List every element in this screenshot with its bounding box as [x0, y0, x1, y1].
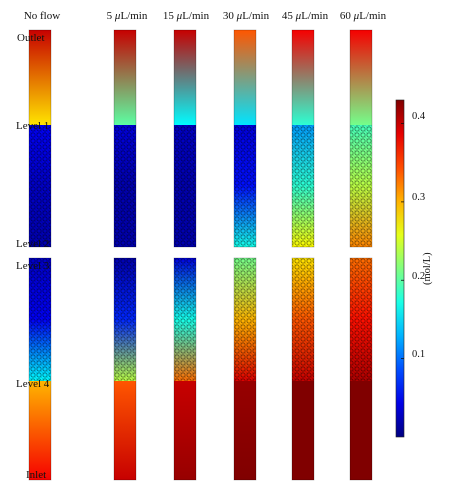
column-outline-bottom [113, 257, 137, 481]
outlet-segment [292, 30, 314, 125]
header-5-ul-min: 5 μL/min [106, 10, 148, 22]
colorbar [395, 99, 405, 438]
label-level-4: Level 4 [16, 378, 50, 390]
inlet-segment [292, 381, 314, 480]
column-0 [28, 29, 52, 481]
column-outline-top [291, 29, 315, 248]
column-5 [349, 29, 373, 481]
bead-texture-lower [114, 258, 136, 381]
bead-texture-upper [29, 125, 51, 247]
colorbar-unit-label: (mol/L) [422, 252, 433, 285]
bead-texture-lower [350, 258, 372, 381]
bead-texture-upper [234, 125, 256, 247]
bead-texture-lower [174, 258, 196, 381]
header-no-flow: No flow [23, 10, 61, 22]
outlet-segment [114, 30, 136, 125]
inlet-segment [174, 381, 196, 480]
bead-texture-lower [234, 258, 256, 381]
colorbar-tick-0-3: 0.3 [412, 192, 426, 203]
column-outline-top [113, 29, 137, 248]
column-2 [173, 29, 197, 481]
column-4 [291, 29, 315, 481]
column-outline-top [173, 29, 197, 248]
label-level-2: Level 2 [16, 238, 50, 250]
column-outline-bottom [349, 257, 373, 481]
header-15-ul-min: 15 μL/min [162, 10, 210, 22]
label-inlet: Inlet [26, 469, 47, 481]
bead-texture-lower [29, 258, 51, 381]
header-30-ul-min: 30 μL/min [222, 10, 270, 22]
outlet-segment [29, 30, 51, 125]
outlet-segment [234, 30, 256, 125]
bead-texture-upper [114, 125, 136, 247]
column-1 [113, 29, 137, 481]
header-45-ul-min: 45 μL/min [281, 10, 329, 22]
column-outline-bottom [28, 257, 52, 481]
inlet-segment [350, 381, 372, 480]
outlet-segment [174, 30, 196, 125]
label-level-3: Level 3 [16, 260, 50, 272]
bead-texture-lower [292, 258, 314, 381]
column-3 [233, 29, 257, 481]
colorbar-tick-0-4: 0.4 [412, 111, 426, 122]
column-outline-bottom [173, 257, 197, 481]
column-outline-bottom [291, 257, 315, 481]
colorbar-tick-0-1: 0.1 [412, 349, 426, 360]
label-level-1: Level 1 [16, 120, 50, 132]
inlet-segment [114, 381, 136, 480]
outlet-segment [350, 30, 372, 125]
header-60-ul-min: 60 μL/min [339, 10, 387, 22]
bead-texture-upper [292, 125, 314, 247]
colorbar-tick-0-2: 0.2 [412, 271, 426, 282]
inlet-segment [234, 381, 256, 480]
column-outline-top [233, 29, 257, 248]
bead-texture-upper [174, 125, 196, 247]
inlet-segment [29, 381, 51, 480]
label-outlet: Outlet [17, 32, 45, 44]
column-outline-bottom [233, 257, 257, 481]
column-outline-top [349, 29, 373, 248]
bead-texture-upper [350, 125, 372, 247]
column-outline-top [28, 29, 52, 248]
